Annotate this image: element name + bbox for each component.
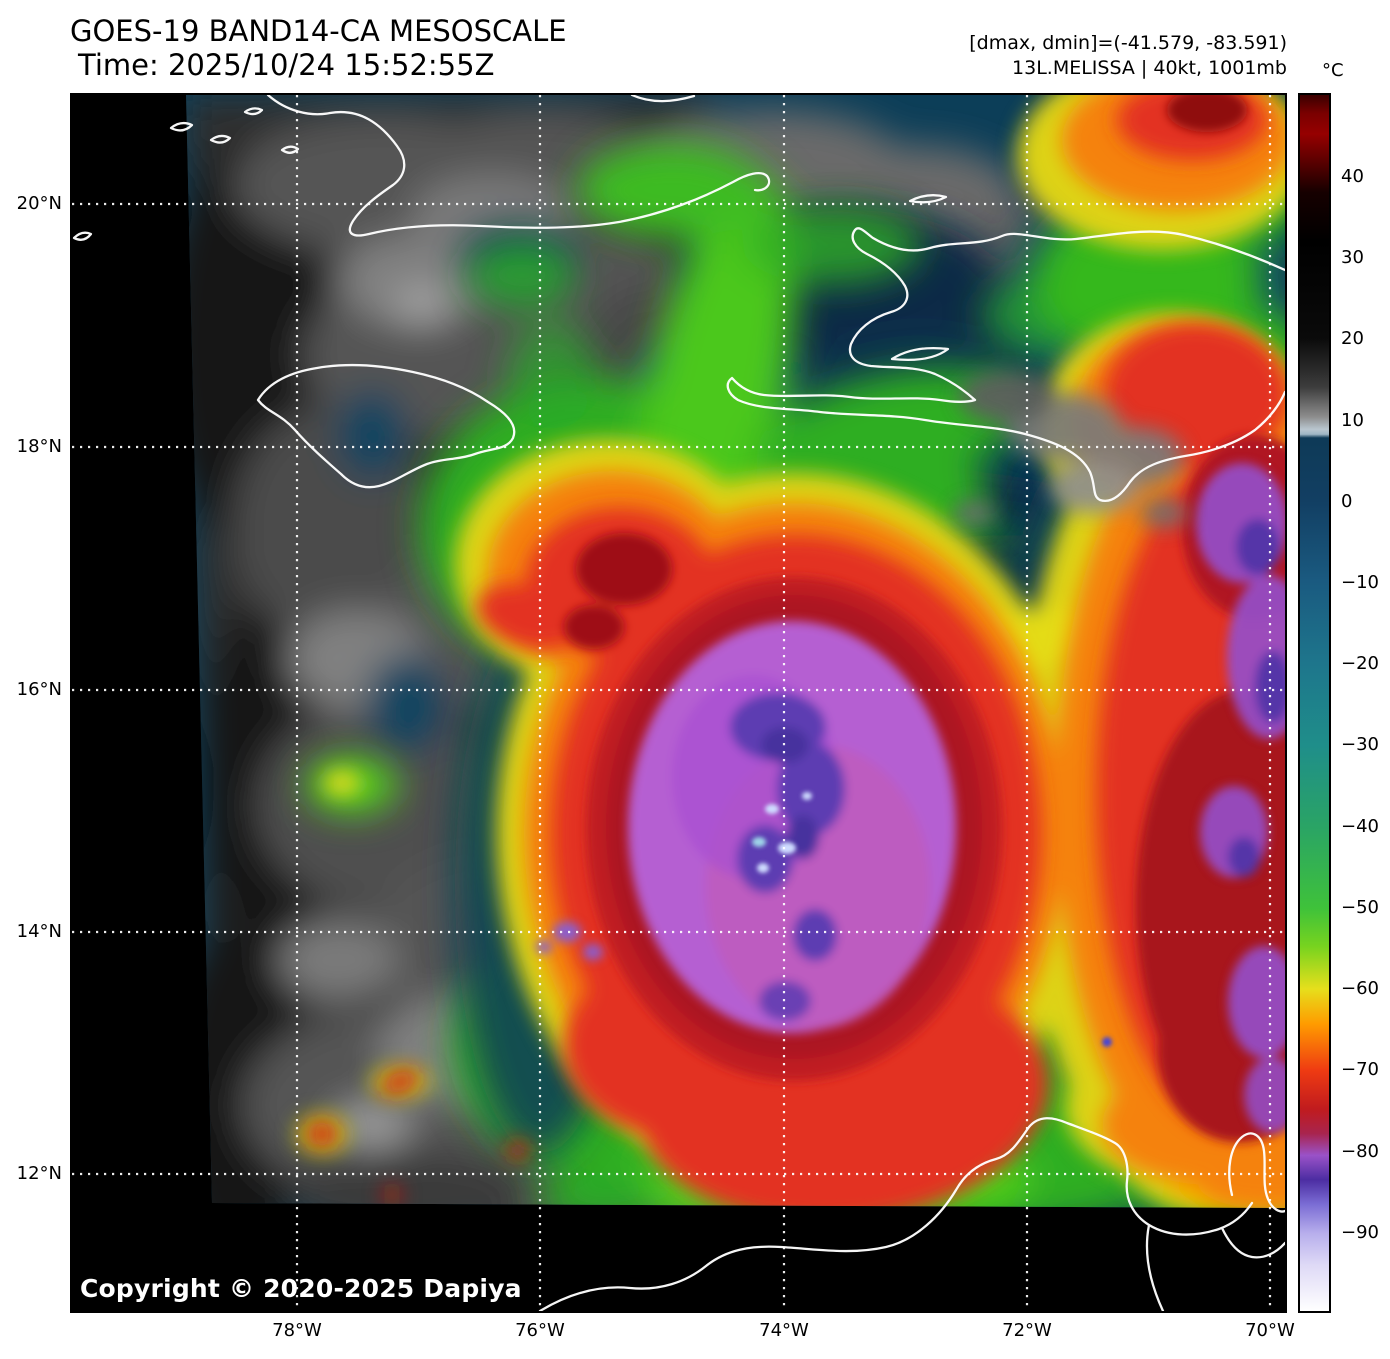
storm-info-block: [dmax, dmin]=(-41.579, -83.591) 13L.MELI… [969, 31, 1287, 81]
jamaica-coastline [256, 363, 516, 489]
colorbar-tick-label: 30 [1341, 247, 1364, 269]
lat-tick-label: 20°N [16, 192, 62, 214]
lon-tick-label: 76°W [515, 1320, 565, 1341]
colorbar-tick-label: −40 [1341, 815, 1379, 837]
satellite-map: Copyright © 2020-2025 Dapiya [70, 93, 1287, 1313]
plot-time: Time: 2025/10/24 15:52:55Z [78, 48, 495, 83]
plot-title: GOES-19 BAND14-CA MESOSCALE [70, 14, 567, 48]
lat-tick-label: 14°N [16, 920, 62, 942]
hispaniola-coastline [726, 194, 1285, 503]
colorbar-unit: °C [1322, 60, 1344, 81]
lat-tick-label: 18°N [16, 436, 62, 458]
colorbar-tick-label: −30 [1341, 734, 1379, 756]
storm-id-intensity: 13L.MELISSA | 40kt, 1001mb [1012, 57, 1287, 80]
lon-tick-label: 74°W [759, 1320, 809, 1341]
colorbar-tick-label: 20 [1341, 328, 1364, 350]
lon-tick-label: 72°W [1002, 1320, 1052, 1341]
colorbar-tick-label: 0 [1341, 490, 1353, 512]
colorbar-tick-label: −90 [1341, 1221, 1379, 1243]
graticule-gridlines [72, 95, 1285, 1311]
colorbar-tick-label: 10 [1341, 409, 1364, 431]
cuba-coastline [72, 95, 771, 241]
colorbar-tick-label: 40 [1341, 165, 1364, 187]
colorbar-tick-label: −50 [1341, 896, 1379, 918]
colorbar-tick-label: −60 [1341, 978, 1379, 1000]
plot-title-block: GOES-19 BAND14-CA MESOSCALE Time: 2025/1… [70, 14, 567, 82]
lat-tick-label: 12°N [16, 1162, 62, 1184]
satellite-image [72, 95, 1285, 1311]
lon-tick-label: 78°W [272, 1320, 322, 1341]
colorbar-tick-label: −20 [1341, 653, 1379, 675]
colorbar-tick-label: −80 [1341, 1140, 1379, 1162]
colorbar-tick-label: −70 [1341, 1059, 1379, 1081]
dmax-dmin-readout: [dmax, dmin]=(-41.579, -83.591) [969, 32, 1287, 54]
copyright-watermark: Copyright © 2020-2025 Dapiya [80, 1274, 522, 1303]
temperature-colorbar [1298, 93, 1331, 1313]
south-america-coastline [538, 1117, 1285, 1311]
lat-tick-label: 16°N [16, 678, 62, 700]
lon-tick-label: 70°W [1245, 1320, 1295, 1341]
colorbar-tick-label: −10 [1341, 572, 1379, 594]
